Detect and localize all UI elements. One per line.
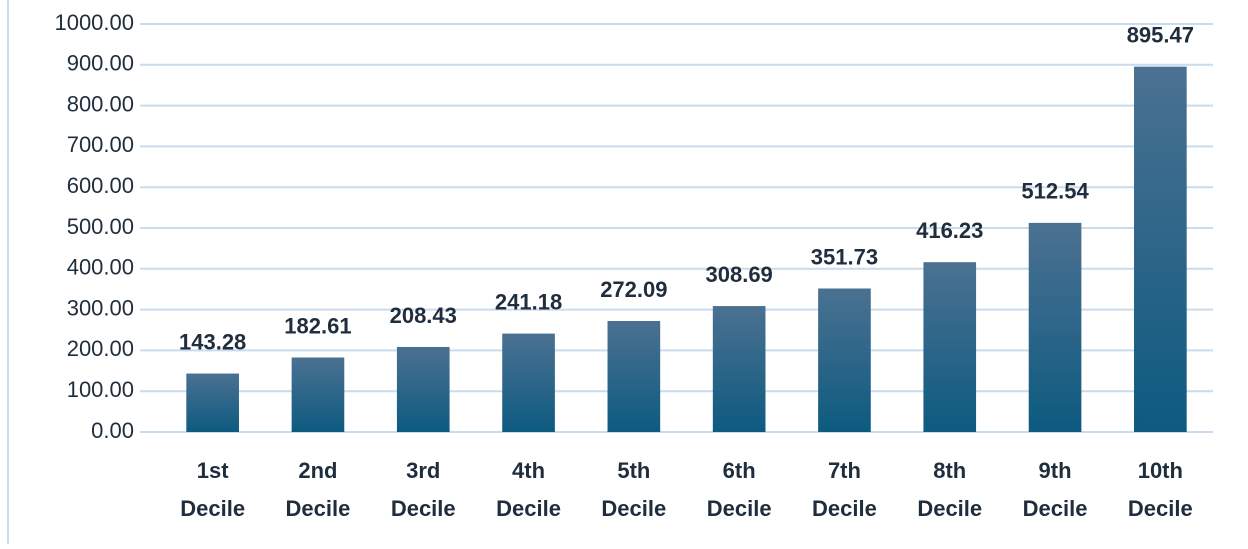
bar [818,288,871,432]
y-tick-label: 700.00 [67,132,134,157]
x-tick-label-box: 6th Decile [706,458,772,521]
data-label: 182.61 [284,313,351,338]
x-tick-label: 2nd Decile [285,458,351,521]
x-tick-label-box: 5th Decile [601,458,667,521]
bar [1134,66,1187,432]
data-label: 241.18 [495,289,562,314]
bar [1028,222,1082,432]
y-tick-label: 500.00 [67,214,134,239]
x-tick-label: 5th Decile [601,458,667,521]
y-tick-label: 600.00 [67,173,134,198]
data-label: 208.43 [390,303,457,328]
x-tick-label-box: 10th Decile [1127,458,1193,521]
bar [186,373,239,432]
bar [502,333,555,432]
x-tick-label: 1st Decile [180,458,246,521]
x-tick-label-box: 9th Decile [1022,458,1088,521]
x-tick-label: 6th Decile [706,458,772,521]
data-label: 416.23 [916,218,983,243]
y-tick-label: 400.00 [67,255,134,280]
x-tick-label: 3rd Decile [390,458,456,521]
x-tick-label-box: 4th Decile [496,458,561,521]
bar [396,346,450,432]
y-tick-label: 900.00 [67,51,134,76]
x-tick-label-box: 8th Decile [917,458,983,521]
y-tick-label: 100.00 [67,377,134,402]
bar [607,320,661,432]
data-label: 308.69 [706,262,773,287]
data-label: 512.54 [1021,179,1089,204]
x-tick-label-box: 2nd Decile [285,458,351,521]
bar [712,306,766,432]
x-tick-label-box: 3rd Decile [390,458,456,521]
x-tick-label-box: 1st Decile [180,458,246,521]
x-tick-label-box: 7th Decile [812,458,877,521]
data-label: 272.09 [600,277,667,302]
x-tick-label: 8th Decile [917,458,983,521]
y-tick-label: 800.00 [67,91,134,116]
data-label: 351.73 [811,244,878,269]
bar [923,262,977,432]
y-tick-label: 1000.00 [54,10,134,35]
x-tick-label: 9th Decile [1022,458,1088,521]
x-tick-label: 4th Decile [496,458,561,521]
y-tick-label: 0.00 [91,418,134,443]
x-tick-label: 10th Decile [1127,458,1193,521]
data-label: 895.47 [1127,22,1194,47]
y-tick-label: 300.00 [67,295,134,320]
bar [291,357,345,432]
x-tick-label: 7th Decile [812,458,877,521]
data-label: 143.28 [179,329,246,354]
y-tick-label: 200.00 [67,336,134,361]
